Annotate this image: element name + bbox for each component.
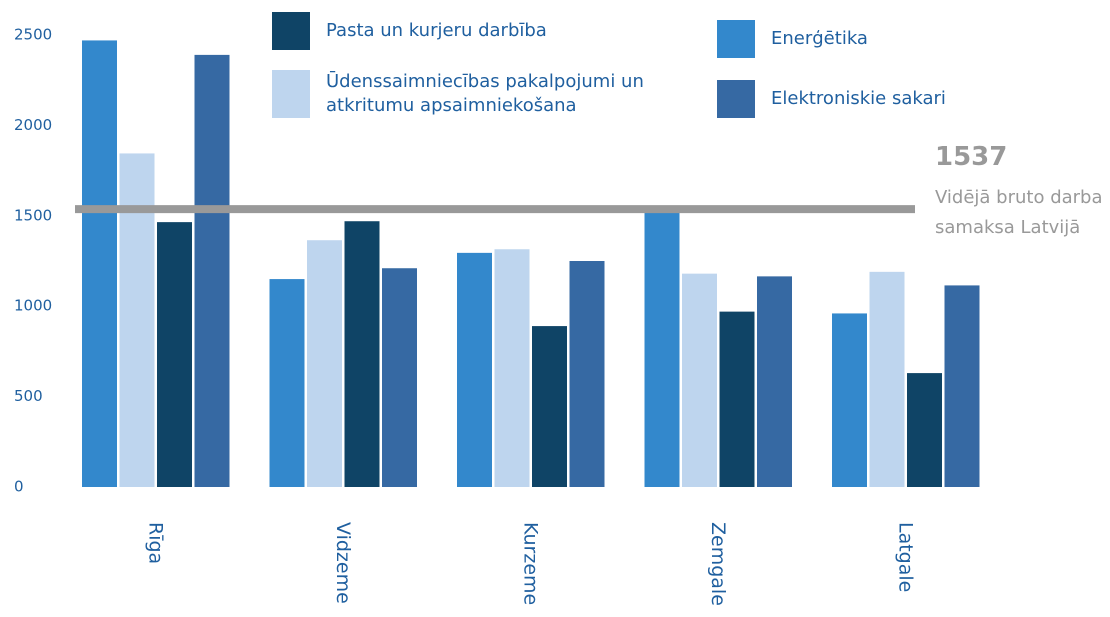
legend-item: Pasta un kurjeru darbība: [272, 12, 632, 50]
y-tick-label: 1000: [14, 297, 52, 315]
bar: [569, 261, 605, 487]
legend-item: Enerģētika: [717, 20, 1077, 58]
bar: [832, 313, 867, 487]
x-tick-label: Zemgale: [707, 522, 729, 606]
reference-label: Vidējā bruto darba samaksa Latvijā: [935, 187, 1103, 238]
bar: [494, 249, 530, 487]
legend-swatch: [272, 12, 310, 50]
bar: [382, 268, 417, 487]
y-tick-label: 500: [14, 387, 43, 405]
bar: [682, 273, 717, 487]
bar: [307, 240, 342, 487]
x-tick-label: Vidzeme: [332, 522, 354, 604]
legend-item: Ūdenssaimniecības pakalpojumi un atkritu…: [272, 70, 672, 118]
legend-label: Enerģētika: [771, 28, 868, 49]
bar: [194, 54, 230, 487]
bar: [119, 153, 155, 487]
bar: [644, 210, 680, 487]
legend-swatch: [717, 80, 755, 118]
y-tick-label: 0: [14, 478, 24, 496]
legend-swatch: [717, 20, 755, 58]
bar: [82, 40, 117, 487]
bar: [944, 285, 980, 487]
bar: [269, 279, 305, 487]
x-tick-label: Latgale: [895, 522, 917, 592]
bar: [719, 311, 755, 487]
legend-item: Elektroniskie sakari: [717, 80, 1077, 118]
y-tick-label: 2000: [14, 116, 52, 134]
bar: [157, 222, 192, 488]
x-tick-label: Kurzeme: [520, 522, 542, 605]
legend-label: Pasta un kurjeru darbība: [326, 20, 547, 41]
bar: [457, 252, 492, 487]
bar: [532, 326, 567, 487]
reference-value: 1537: [935, 142, 1008, 172]
legend-label: Elektroniskie sakari: [771, 88, 946, 109]
legend-label: Ūdenssaimniecības pakalpojumi un atkritu…: [326, 71, 644, 116]
y-tick-label: 2500: [14, 26, 52, 44]
bar: [869, 271, 905, 487]
x-tick-label: Rīga: [145, 522, 167, 564]
legend-swatch: [272, 70, 310, 118]
bar: [907, 373, 942, 487]
bar: [757, 276, 792, 487]
y-tick-label: 1500: [14, 206, 52, 224]
bar: [344, 221, 380, 487]
